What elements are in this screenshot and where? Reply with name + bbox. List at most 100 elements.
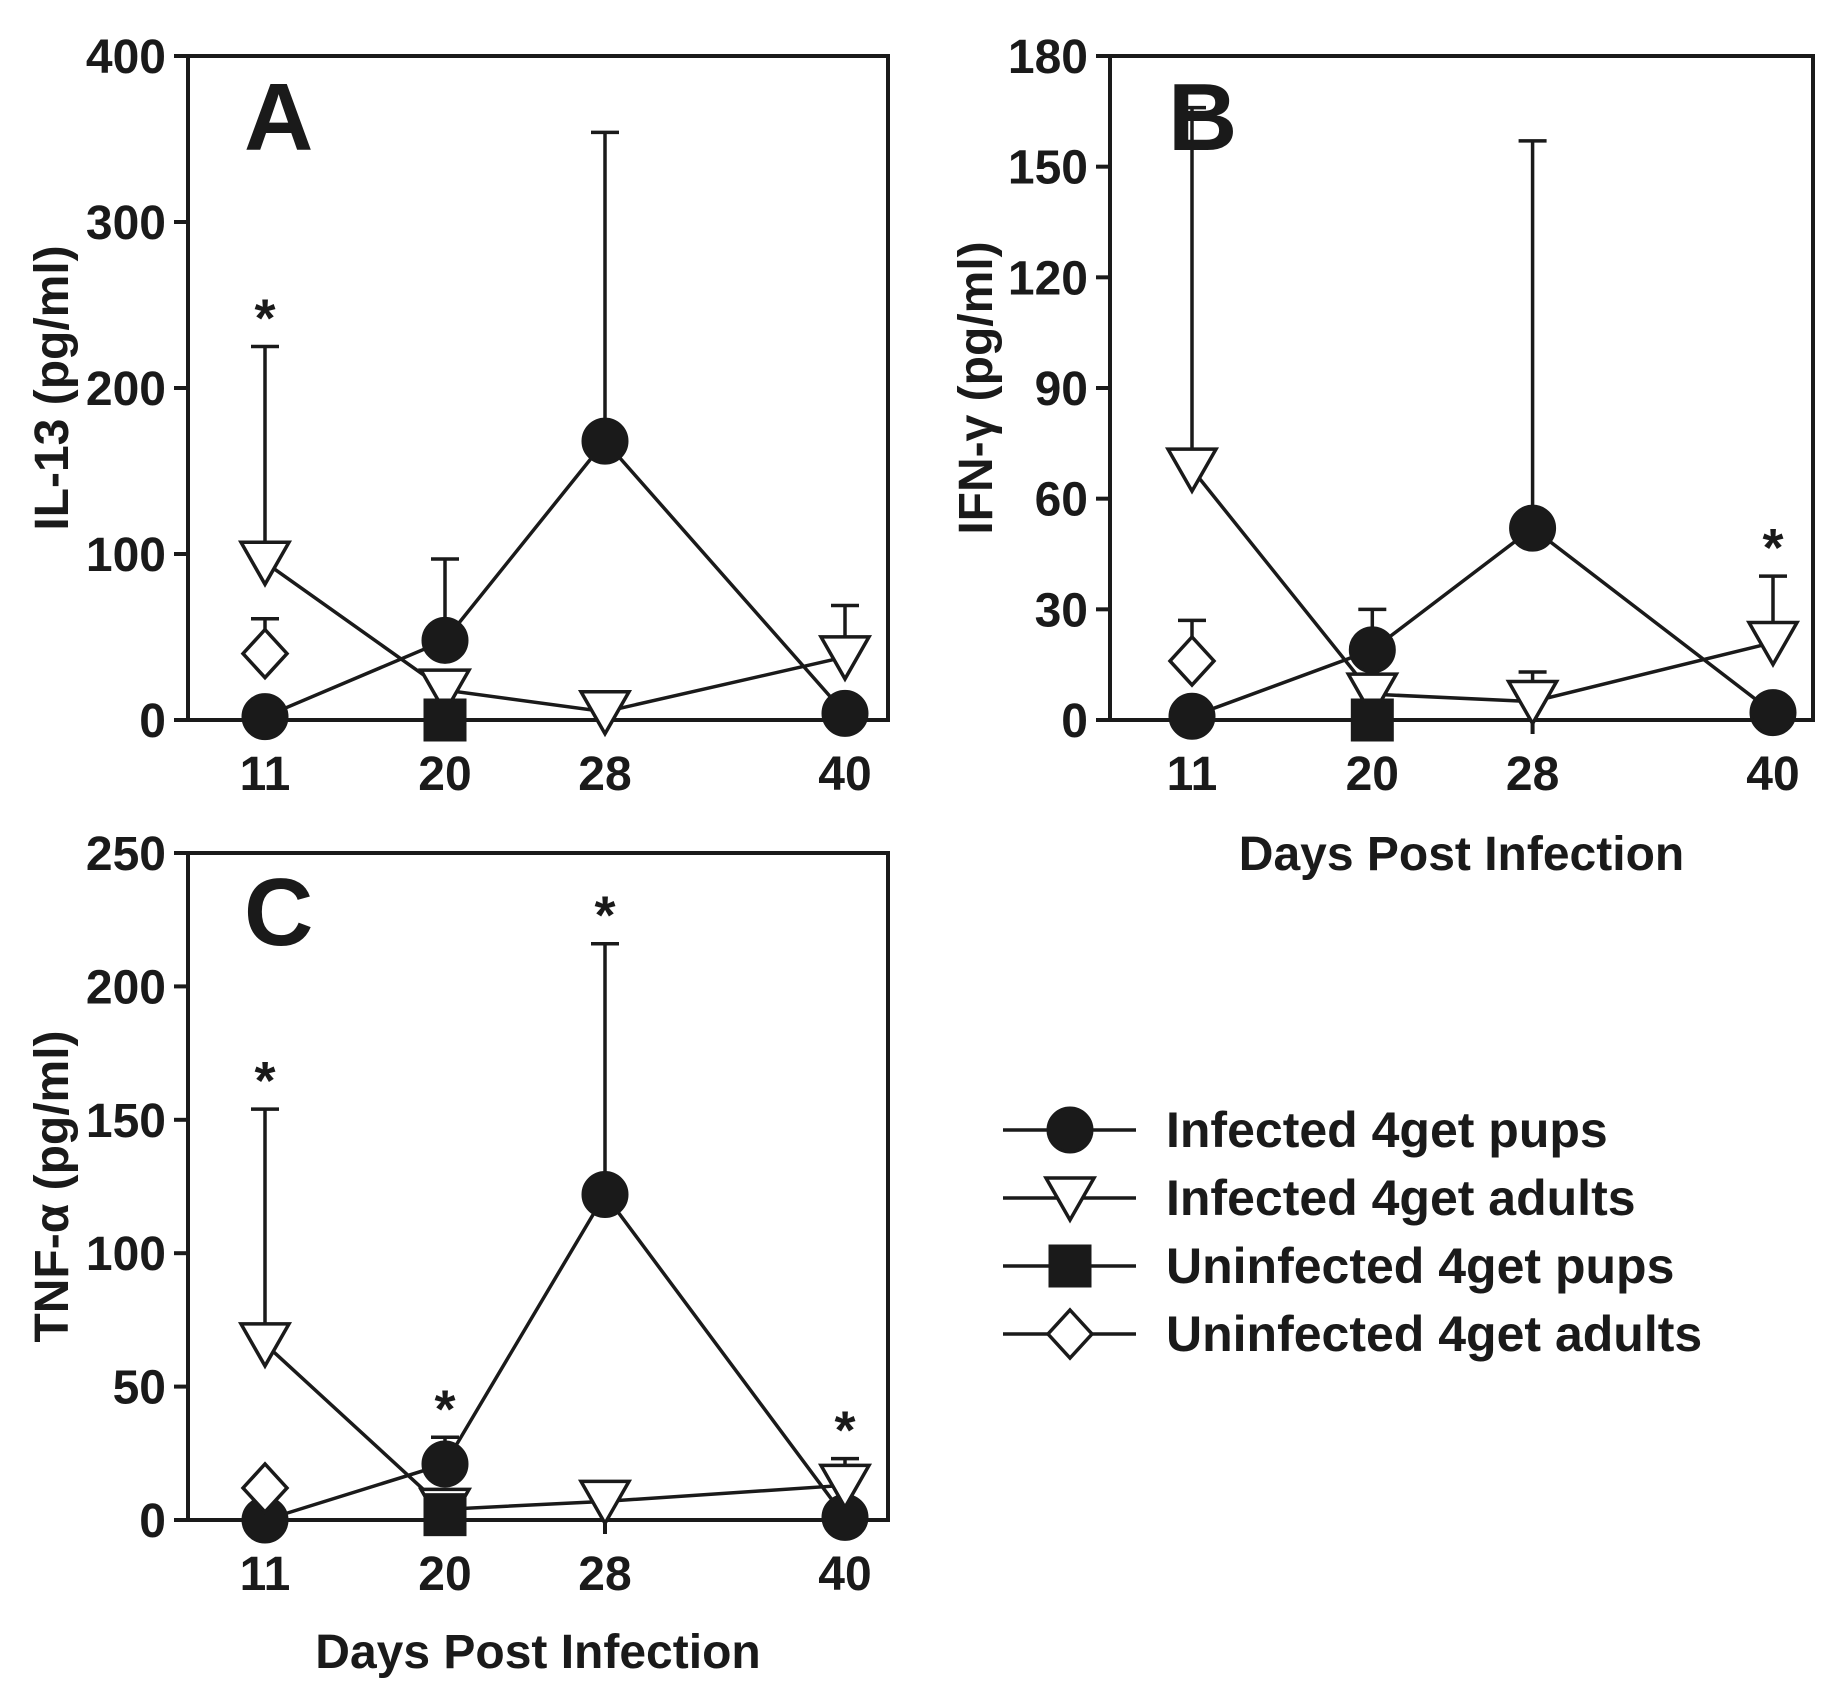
y-tick-label: 0: [139, 695, 166, 748]
significance-star: *: [594, 886, 615, 946]
x-tick-label: 20: [418, 748, 471, 801]
markers-infected-4get-adults: [237, 540, 873, 738]
series-line: [1190, 468, 1774, 704]
markers-infected-4get-pups: [241, 417, 869, 741]
panel-a: 0 100 200 300 400 11 20 28 40 IL-13 (pg/ml) A *: [26, 31, 890, 801]
legend-item: Uninfected 4get pups: [1003, 1238, 1674, 1294]
y-tick-label: 400: [86, 31, 166, 84]
significance-star: *: [434, 1379, 455, 1439]
x-tick-label: 11: [240, 748, 291, 801]
data-point: [1345, 672, 1400, 720]
legend-marker: [1045, 1307, 1095, 1361]
series-infected-4get-pups: [264, 130, 847, 719]
markers-uninfected-4get-adults: [1167, 634, 1217, 688]
data-point: [421, 1440, 469, 1488]
x-tick-label: 11: [1167, 748, 1218, 801]
panel-letter: C: [244, 859, 313, 966]
data-point: [237, 1322, 293, 1370]
series-infected-4get-adults: [251, 344, 859, 714]
data-point: [1350, 698, 1394, 742]
series-line: [264, 438, 847, 719]
x-tick-label: 40: [1746, 748, 1799, 801]
panel-letter: A: [244, 64, 313, 171]
data-point: [1168, 692, 1216, 740]
data-point: [1505, 679, 1560, 728]
legend-marker: [1042, 1176, 1098, 1224]
panel-letter: B: [1168, 64, 1237, 171]
data-point: [421, 616, 469, 664]
y-tick-label: 50: [113, 1362, 166, 1415]
x-tick-label: 20: [1346, 748, 1399, 801]
data-point: [1749, 689, 1797, 737]
data-point: [821, 689, 869, 737]
series-line: [1191, 525, 1775, 718]
markers-infected-4get-pups: [241, 1171, 869, 1544]
significance-star: *: [1762, 518, 1783, 578]
series-line: [264, 1191, 847, 1522]
y-tick-label: 100: [86, 529, 166, 582]
data-point: [240, 627, 290, 681]
markers-infected-4get-adults: [1164, 447, 1801, 728]
data-point: [1509, 504, 1557, 552]
markers-infected-4get-pups: [1168, 504, 1797, 740]
series-infected-4get-adults: [1178, 105, 1787, 704]
markers-uninfected-4get-pups: [1350, 698, 1394, 742]
markers-uninfected-4get-pups: [423, 698, 467, 742]
x-axis-title: Days Post Infection: [315, 1626, 760, 1679]
markers-uninfected-4get-pups: [423, 1493, 467, 1537]
series-infected-4get-adults: [251, 1107, 859, 1512]
series-infected-4get-pups: [264, 941, 847, 1522]
y-tick-label: 60: [1035, 474, 1088, 527]
data-point: [423, 1493, 467, 1537]
markers-infected-4get-adults: [237, 1322, 873, 1535]
y-tick-label: 0: [139, 1495, 166, 1548]
legend-marker: [1046, 1106, 1094, 1154]
x-tick-label: 40: [818, 748, 871, 801]
y-tick-label: 0: [1061, 695, 1088, 748]
series-line: [263, 1342, 846, 1512]
data-point: [1167, 634, 1217, 688]
y-tick-label: 200: [86, 363, 166, 416]
x-tick-label: 40: [818, 1548, 871, 1601]
series-line: [263, 560, 846, 714]
x-tick-label: 20: [418, 1548, 471, 1601]
data-point: [240, 1461, 290, 1515]
series-infected-4get-pups: [1191, 139, 1775, 718]
data-point: [1164, 447, 1220, 495]
x-axis-title: Days Post Infection: [1239, 828, 1684, 881]
data-point: [417, 668, 473, 716]
y-tick-label: 100: [86, 1228, 166, 1281]
data-point: [1745, 620, 1801, 669]
legend-label: Uninfected 4get pups: [1166, 1238, 1674, 1294]
y-axis-title: TNF-α (pg/ml): [26, 1030, 79, 1342]
y-tick-label: 180: [1008, 31, 1088, 84]
legend-item: Infected 4get pups: [1003, 1102, 1608, 1158]
legend-marker: [1048, 1244, 1092, 1288]
y-tick-label: 250: [86, 828, 166, 881]
legend-item: Infected 4get adults: [1003, 1170, 1636, 1226]
markers-uninfected-4get-adults: [240, 1461, 290, 1515]
markers-uninfected-4get-adults: [240, 627, 290, 681]
legend-label: Uninfected 4get adults: [1166, 1306, 1702, 1362]
y-tick-label: 120: [1008, 252, 1088, 305]
y-axis-title: IFN-γ (pg/ml): [950, 241, 1003, 534]
y-axis-title: IL-13 (pg/ml): [26, 245, 79, 530]
data-point: [581, 1171, 629, 1219]
legend-item: Uninfected 4get adults: [1003, 1306, 1702, 1362]
y-tick-label: 30: [1035, 584, 1088, 637]
y-tick-label: 200: [86, 961, 166, 1014]
legend-label: Infected 4get adults: [1166, 1170, 1636, 1226]
legend: Infected 4get pups Infected 4get adults Un…: [1003, 1102, 1702, 1362]
x-tick-label: 28: [578, 748, 631, 801]
significance-star: *: [254, 289, 275, 349]
data-point: [237, 540, 293, 588]
y-tick-label: 300: [86, 197, 166, 250]
y-tick-label: 90: [1035, 363, 1088, 416]
x-tick-label: 28: [1506, 748, 1559, 801]
legend-label: Infected 4get pups: [1166, 1102, 1608, 1158]
significance-star: *: [834, 1401, 855, 1461]
data-point: [1348, 626, 1396, 674]
y-tick-label: 150: [1008, 142, 1088, 195]
plot-frame: [186, 851, 890, 1522]
